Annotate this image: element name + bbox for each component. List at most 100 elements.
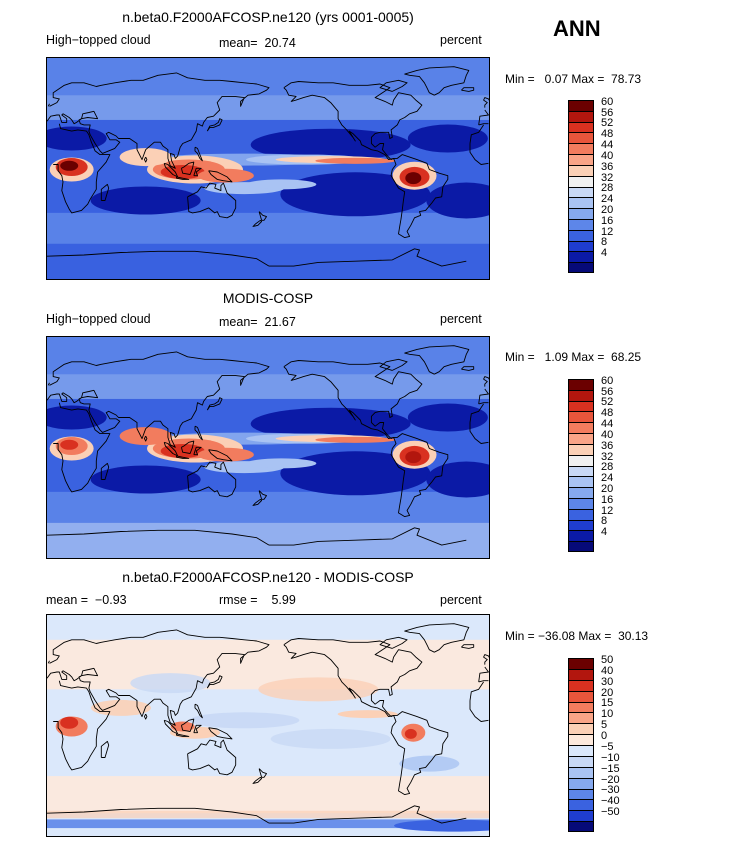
coastline-sriLanka (143, 156, 148, 163)
colorbar-label: 16 (601, 493, 614, 506)
colorbar-swatch (568, 433, 594, 445)
coastline-europeAsia (47, 351, 270, 448)
coastlines (47, 345, 489, 546)
panel-1-minmax: Min = 0.07 Max = 78.73 (505, 72, 642, 86)
colorbar-swatch (568, 443, 594, 455)
colorbar-swatch (568, 154, 594, 166)
colorbar-swatch (568, 175, 594, 187)
colorbar-swatch (568, 658, 594, 669)
colorbar-swatch (568, 679, 594, 691)
coastline-java (176, 733, 190, 737)
map-contour (280, 172, 431, 217)
colorbar-swatch (568, 766, 594, 778)
coastline-java (176, 455, 190, 459)
coastline-southAmerica (390, 433, 449, 518)
panel-2-units-label: percent (440, 312, 482, 326)
colorbar-swatch (568, 799, 594, 811)
colorbar-swatch (568, 240, 594, 252)
map-contour (47, 58, 489, 96)
colorbar-swatch (568, 389, 594, 401)
coastline-europeAsia (478, 402, 489, 405)
coastline-newZealand (258, 490, 267, 500)
colorbar-swatch (568, 723, 594, 735)
map-contour (405, 451, 422, 464)
coastline-baffin (379, 79, 408, 92)
map-contour (47, 95, 489, 120)
map-contour (250, 407, 411, 440)
map-field (47, 337, 489, 558)
map-contour (405, 172, 422, 185)
coastline-borneo (180, 440, 195, 454)
colorbar-swatch (568, 422, 594, 434)
season-label: ANN (553, 16, 601, 41)
map-contour (47, 405, 107, 430)
panel-2-map (46, 336, 490, 559)
panel-1-mean-label: mean= 20.74 (219, 36, 296, 50)
coastline-japan (206, 118, 223, 132)
colorbar-label: 52 (601, 396, 614, 409)
colorbar-label: 28 (601, 182, 614, 195)
colorbar-label: 50 (601, 653, 614, 666)
map-contour (60, 439, 79, 450)
coastline-northAmerica (283, 638, 423, 718)
coastline-antarctica2 (269, 805, 467, 824)
map-contour (47, 337, 489, 375)
colorbar-swatch (568, 121, 594, 133)
coastline-australia (187, 461, 237, 498)
colorbar-label: 56 (601, 106, 614, 119)
colorbar-swatch (568, 755, 594, 767)
coastline-uk (483, 654, 489, 665)
colorbar-label: 10 (601, 708, 614, 721)
colorbar-swatch (568, 777, 594, 789)
map-contour (407, 403, 488, 432)
colorbar-label: 20 (601, 686, 614, 699)
coastline-europeAsia (47, 629, 270, 726)
coastline-japan (206, 675, 223, 689)
coastline-baffin (379, 636, 408, 649)
coastline-africa (469, 681, 484, 701)
panel-3-minmax: Min = −36.08 Max = 30.13 (505, 629, 649, 643)
colorbar-swatch (568, 788, 594, 800)
panel-1-title: n.beta0.F2000AFCOSP.ne120 (yrs 0001-0005… (122, 9, 414, 25)
coastlines (47, 623, 489, 824)
panel-3-map (46, 614, 490, 837)
colorbar-swatch (568, 197, 594, 209)
coastline-philippines (194, 703, 203, 719)
coastline-uk (483, 97, 489, 108)
panel-2-minmax: Min = 1.09 Max = 68.25 (505, 350, 642, 364)
panel-2-colorbar: 60 56 52 48 44 40 36 32 28 24 20 16 12 8 4 (568, 375, 613, 553)
colorbar-swatch (568, 519, 594, 531)
coastline-madagascar (100, 740, 110, 758)
colorbar-label: −20 (601, 773, 620, 786)
colorbar-swatch (568, 251, 594, 263)
coastline-borneo (180, 718, 195, 732)
panel-1-units-label: percent (440, 33, 482, 47)
map-contour (47, 374, 489, 399)
colorbar-swatch (568, 476, 594, 488)
coastline-uk (47, 660, 50, 664)
coastline-australia (187, 182, 237, 219)
map-contour (47, 491, 489, 523)
map-contour (90, 465, 201, 494)
colorbar-label: 20 (601, 203, 614, 216)
coastline-europeAsia (478, 388, 489, 404)
coastline-philippines (194, 146, 203, 162)
panel-2-title: MODIS-COSP (222, 290, 314, 306)
coastline-europeAsia (478, 680, 489, 683)
coastline-sriLanka (143, 713, 148, 720)
colorbar-swatch (568, 143, 594, 155)
coastline-baffin (379, 358, 408, 371)
colorbar-label: 28 (601, 461, 614, 474)
colorbar-label: 48 (601, 128, 614, 141)
colorbar-swatch (568, 487, 594, 499)
map-contour (315, 436, 396, 443)
map-contour (47, 243, 489, 279)
coastline-northAmerica (283, 81, 423, 161)
colorbar-label: 4 (601, 526, 608, 539)
coastline-philippines (194, 425, 203, 441)
map-contour (258, 677, 379, 702)
coastline-sulawesi (193, 724, 202, 734)
colorbar-swatch (568, 132, 594, 144)
coastline-sriLanka (143, 435, 148, 442)
colorbar-label: −15 (601, 762, 620, 775)
